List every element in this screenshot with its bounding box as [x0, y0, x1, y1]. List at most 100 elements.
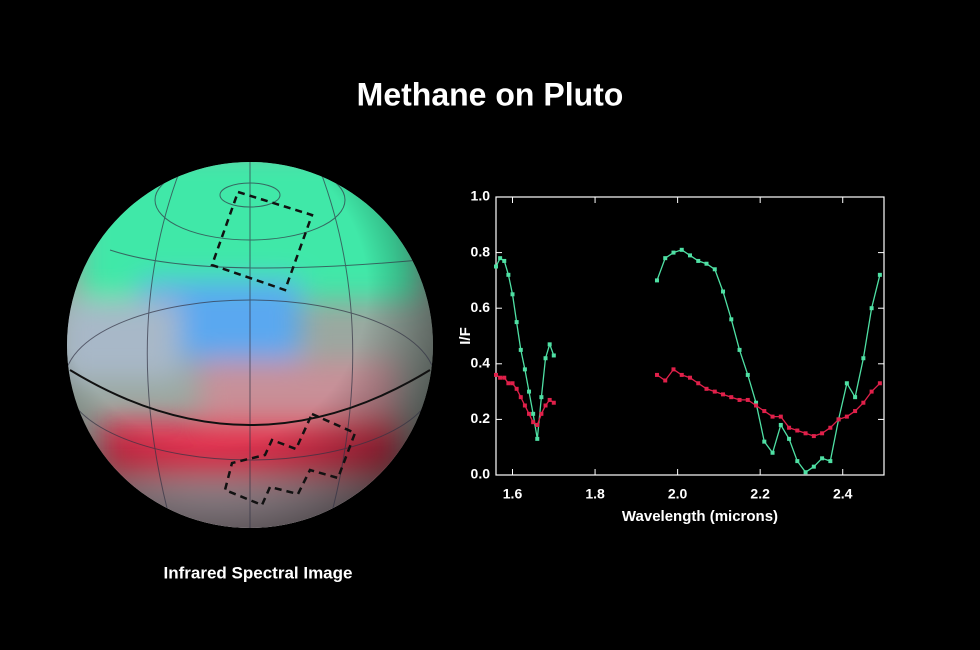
y-tick-label: 0.0 [471, 466, 491, 482]
data-point [877, 381, 882, 386]
data-point [654, 372, 659, 377]
x-tick-label: 1.8 [585, 486, 605, 502]
data-point [494, 372, 498, 377]
data-point [869, 306, 874, 311]
data-point [688, 253, 692, 258]
data-point [502, 258, 507, 263]
data-point [745, 397, 750, 402]
data-point [539, 411, 544, 416]
data-point [712, 267, 717, 272]
y-tick-label: 1.0 [471, 188, 491, 204]
data-point [770, 414, 775, 419]
data-point [762, 439, 767, 444]
y-tick-label: 0.6 [471, 299, 491, 315]
x-tick-label: 2.4 [833, 486, 853, 502]
x-tick-label: 2.2 [750, 486, 770, 502]
data-point [737, 397, 742, 402]
data-point [704, 261, 709, 266]
data-point [502, 375, 507, 380]
data-point [539, 395, 544, 400]
data-point [811, 434, 816, 439]
data-point [671, 250, 676, 255]
y-tick-label: 0.8 [471, 243, 491, 259]
data-point [754, 400, 759, 405]
data-point [498, 256, 503, 261]
data-point [654, 278, 659, 283]
data-point [494, 264, 498, 269]
data-point [745, 372, 750, 377]
data-point [803, 470, 808, 475]
data-point [778, 414, 783, 419]
data-point [514, 320, 519, 325]
data-point [754, 403, 759, 408]
data-point [679, 372, 684, 377]
data-point [518, 395, 523, 400]
data-point [506, 272, 511, 277]
x-axis-label: Wavelength (microns) [622, 508, 778, 525]
data-point [787, 436, 792, 441]
data-point [853, 395, 858, 400]
data-point [663, 378, 668, 383]
data-point [844, 414, 849, 419]
data-point [787, 425, 792, 430]
data-point [795, 459, 800, 464]
data-point [729, 317, 734, 322]
data-point [547, 397, 552, 402]
data-point [877, 272, 882, 277]
data-point [696, 381, 701, 386]
data-point [820, 431, 825, 436]
data-point [531, 420, 536, 425]
data-point [551, 400, 556, 405]
data-point [522, 403, 527, 408]
data-point [679, 247, 684, 252]
data-point [861, 400, 866, 405]
data-point [506, 381, 511, 386]
x-tick-label: 2.0 [668, 486, 688, 502]
data-point [828, 459, 833, 464]
data-point [737, 347, 742, 352]
data-point [551, 353, 556, 358]
data-point [803, 431, 808, 436]
data-point [770, 450, 775, 455]
data-point [696, 258, 701, 263]
data-point [778, 422, 783, 427]
data-point [535, 436, 540, 441]
plot-frame [495, 196, 885, 476]
data-point [712, 389, 717, 394]
data-point [795, 428, 800, 433]
data-point [522, 367, 527, 372]
data-point [762, 409, 767, 414]
data-point [510, 292, 515, 297]
data-point [844, 381, 849, 386]
data-point [663, 256, 668, 261]
data-point [828, 425, 833, 430]
y-tick-label: 0.2 [471, 410, 491, 426]
data-point [510, 381, 515, 386]
data-point [498, 375, 503, 380]
data-point [527, 389, 532, 394]
data-point [547, 342, 552, 347]
data-point [853, 409, 858, 414]
data-point [836, 417, 841, 422]
data-point [721, 289, 726, 294]
pluto-image [67, 162, 433, 528]
data-point [869, 389, 874, 394]
data-point [671, 367, 676, 372]
data-point [820, 456, 825, 461]
data-point [811, 464, 816, 469]
data-point [543, 356, 548, 361]
data-point [527, 411, 532, 416]
data-point [729, 395, 734, 400]
data-point [531, 411, 536, 416]
image-caption: Infrared Spectral Image [164, 563, 353, 582]
data-point [535, 422, 540, 427]
data-point [514, 386, 519, 391]
y-axis-label: I/F [457, 327, 474, 345]
data-point [543, 403, 548, 408]
y-tick-label: 0.4 [471, 355, 491, 371]
data-point [688, 375, 692, 380]
x-tick-label: 1.6 [503, 486, 523, 502]
figure-title: Methane on Pluto [357, 76, 624, 112]
data-point [861, 356, 866, 361]
